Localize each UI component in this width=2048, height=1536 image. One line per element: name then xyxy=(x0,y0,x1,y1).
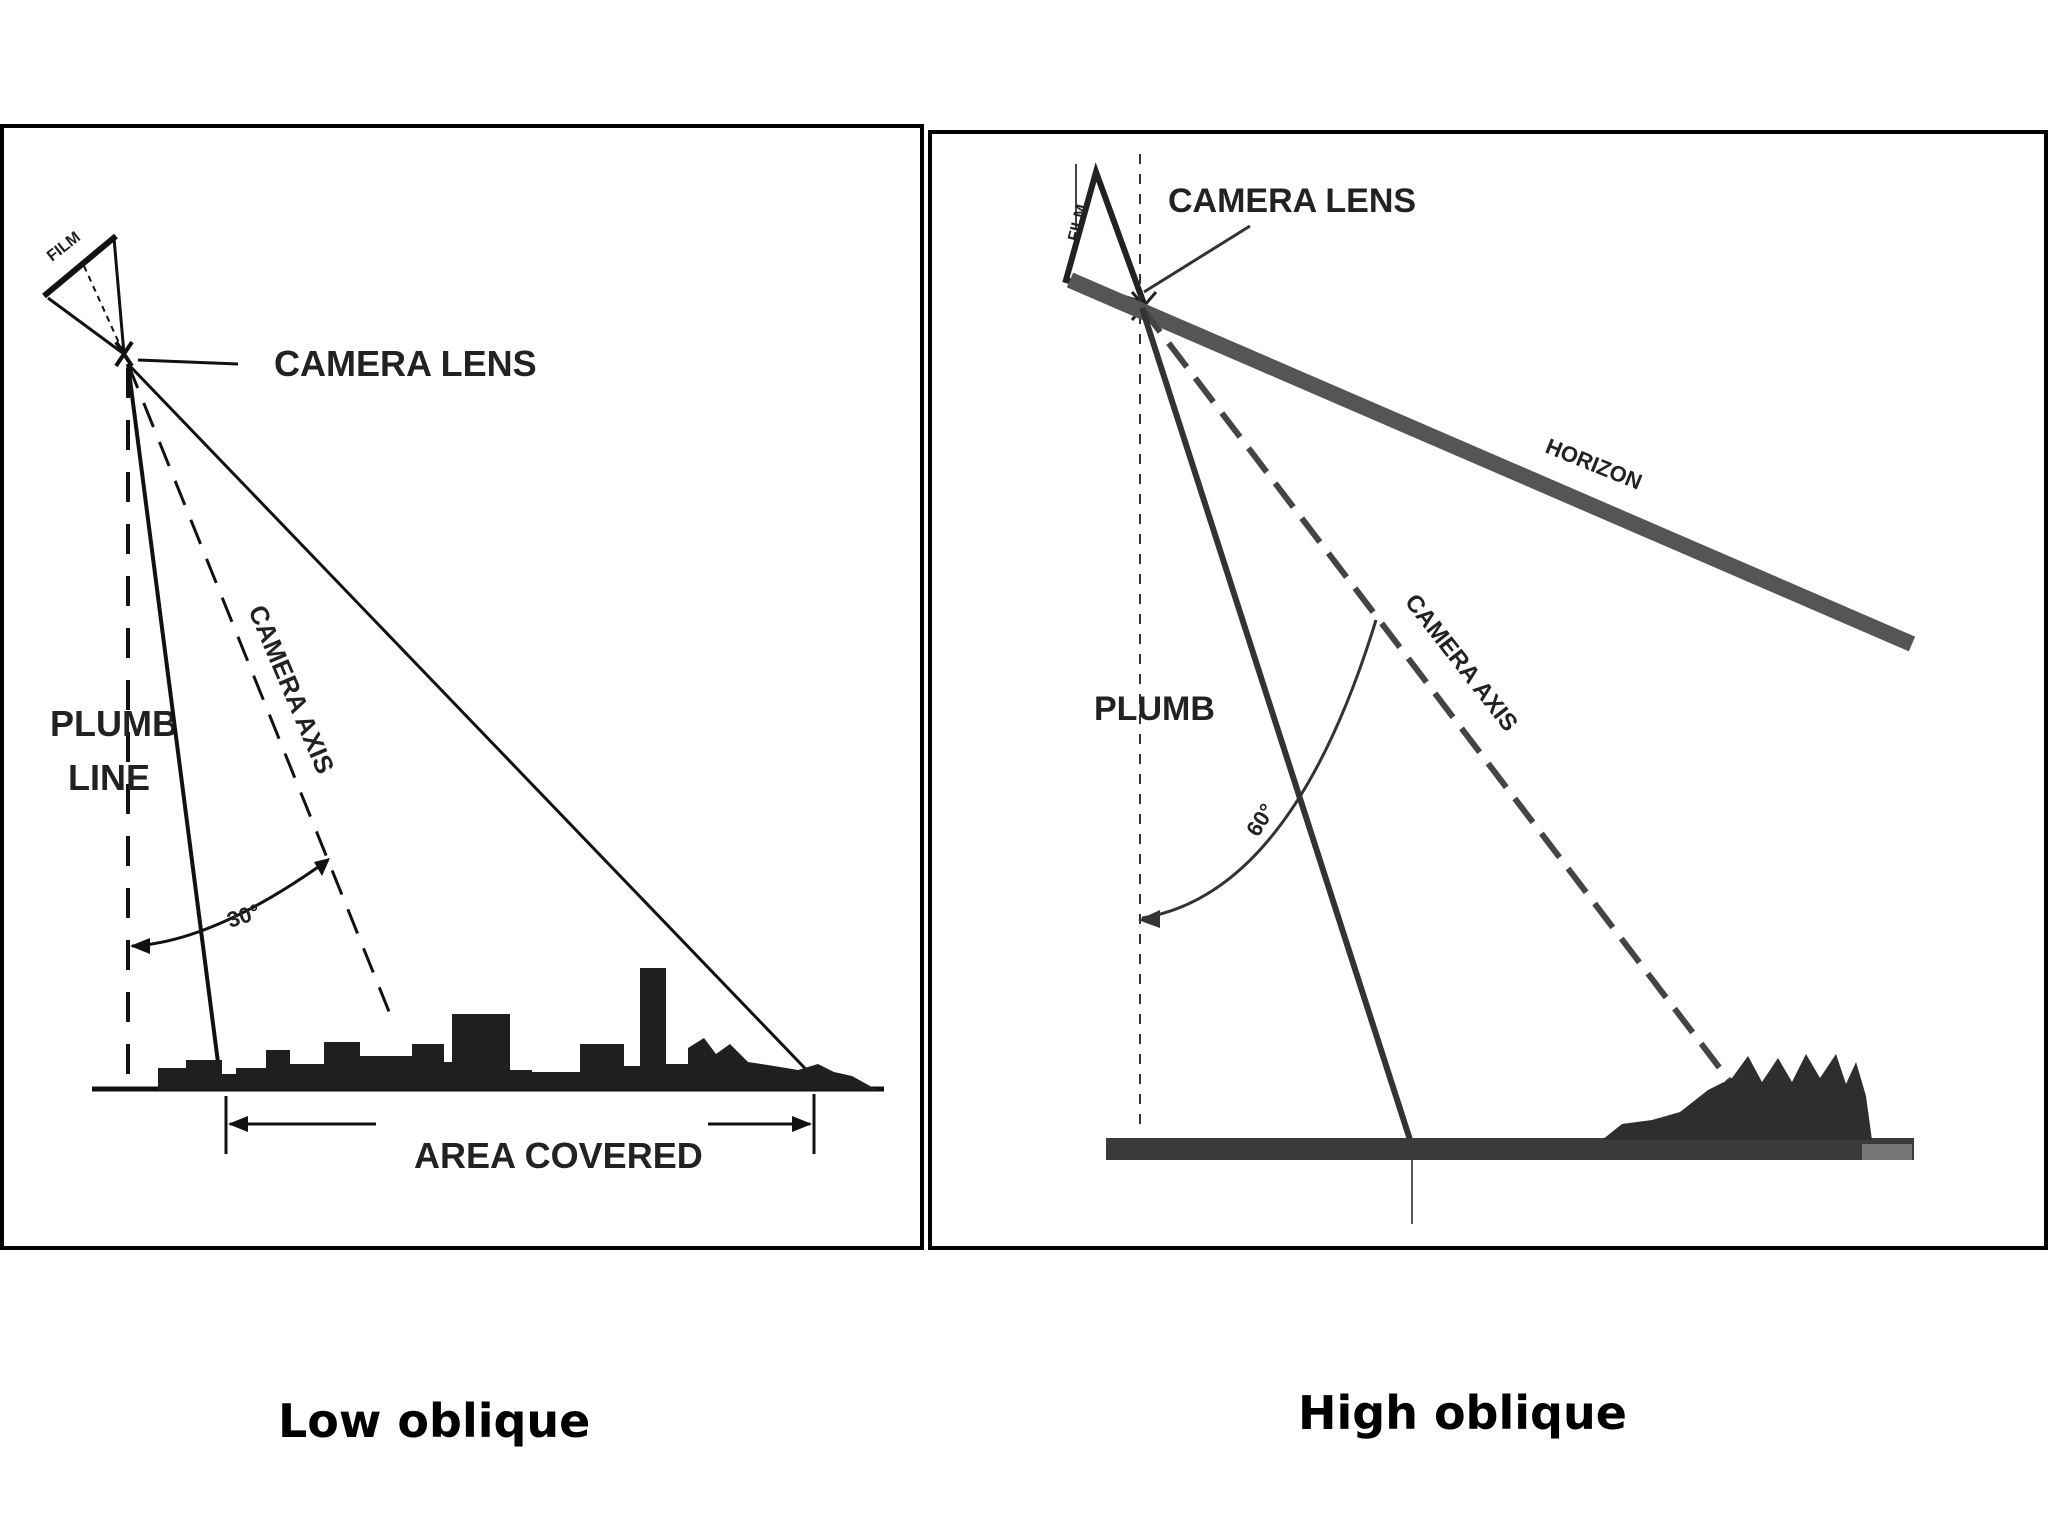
terrain-ridge xyxy=(1602,1054,1872,1140)
area-covered-label: AREA COVERED xyxy=(414,1135,703,1176)
camera-lens-pointer xyxy=(1143,224,1251,294)
camera-axis-line xyxy=(1139,306,1747,1102)
ground-strip xyxy=(1106,1138,1914,1160)
camera-axis-line xyxy=(126,363,392,1015)
low-oblique-panel: FILM CAMERA LENS PLUMB LINE CAMERA AXIS … xyxy=(0,124,924,1250)
camera-lens-label: CAMERA LENS xyxy=(274,343,537,384)
low-oblique-diagram: FILM CAMERA LENS PLUMB LINE CAMERA AXIS … xyxy=(42,229,884,1176)
film-cone-right xyxy=(112,237,126,355)
camera-axis-label: CAMERA AXIS xyxy=(242,601,340,778)
near-view-line xyxy=(1139,307,1415,1147)
film-cone-left xyxy=(47,296,125,356)
plumb-label: PLUMB xyxy=(1094,690,1215,728)
high-oblique-panel: FILM CAMERA LENS PLUMB HORIZON CAMERA AX… xyxy=(928,130,2048,1250)
angle-arc xyxy=(131,858,329,948)
film-plate xyxy=(42,233,118,299)
far-view-line xyxy=(126,362,824,1088)
ground-strip-end xyxy=(1862,1144,1912,1160)
film-label: FILM xyxy=(1065,203,1091,243)
camera-lens-label: CAMERA LENS xyxy=(1168,182,1416,220)
caption-low-oblique: Low oblique xyxy=(278,1394,591,1448)
area-arrowhead-left xyxy=(228,1116,248,1132)
near-view-line xyxy=(126,363,222,1079)
city-skyline xyxy=(158,968,880,1090)
angle-arrowhead-left xyxy=(130,938,150,954)
high-oblique-diagram: FILM CAMERA LENS PLUMB HORIZON CAMERA AX… xyxy=(1062,154,1916,1224)
camera-lens-mark xyxy=(114,340,134,368)
area-arrowhead-right xyxy=(792,1116,812,1132)
angle-arrowhead-right xyxy=(314,858,330,876)
horizon-line xyxy=(1066,272,1916,652)
plumb-label-line2: LINE xyxy=(68,757,150,798)
film-label: FILM xyxy=(44,229,84,265)
camera-axis-label: CAMERA AXIS xyxy=(1399,589,1523,737)
film-axis xyxy=(83,265,125,355)
angle-arc xyxy=(1141,619,1378,920)
angle-arrowhead-left xyxy=(1138,910,1160,928)
camera-lens-pointer xyxy=(137,358,239,366)
plumb-label-line1: PLUMB xyxy=(50,703,178,744)
caption-high-oblique: High oblique xyxy=(1298,1386,1627,1440)
